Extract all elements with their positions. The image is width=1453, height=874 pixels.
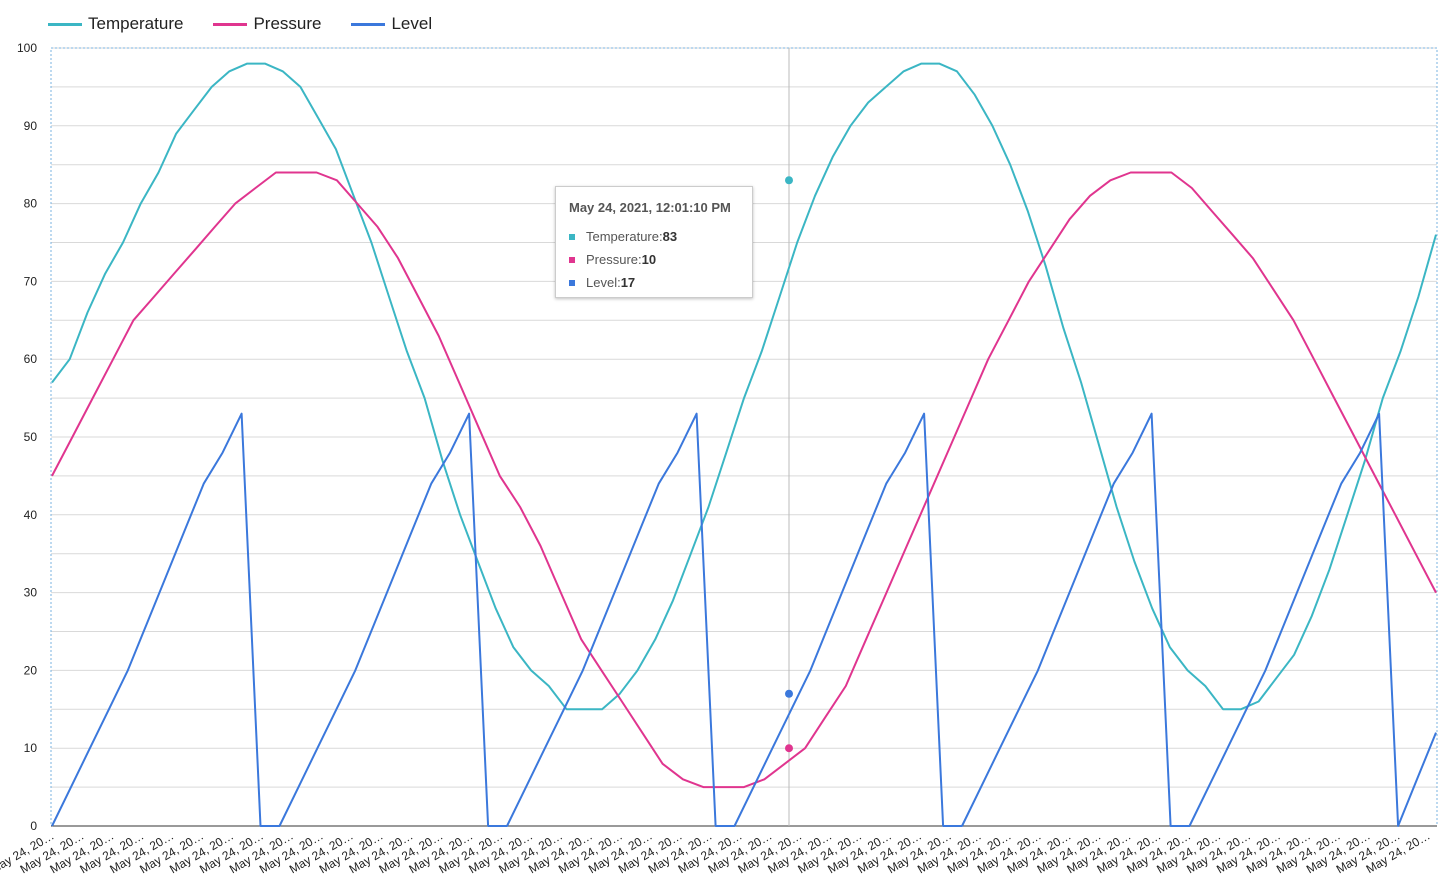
tooltip-row: Temperature: 83 — [569, 229, 752, 244]
legend-swatch — [351, 22, 386, 26]
tooltip-value: 83 — [662, 229, 678, 244]
series-line-pressure — [51, 171, 1437, 789]
tooltip-swatch — [569, 279, 575, 286]
y-tick-label: 100 — [17, 41, 37, 55]
hover-marker — [785, 689, 793, 698]
legend-label: Temperature — [88, 14, 184, 33]
tooltip-value: 10 — [641, 252, 657, 267]
y-tick-label: 50 — [24, 430, 38, 444]
hover-markers — [785, 176, 793, 753]
y-axis: 0 10 20 30 40 50 60 70 80 90 100 — [17, 41, 37, 833]
tooltip: May 24, 2021, 12:01:10 PM Temperature: 8… — [555, 186, 753, 298]
tooltip-rows: Temperature: 83 Pressure: 10 Level: 17 — [569, 229, 752, 290]
series-line-level — [51, 412, 1437, 827]
tooltip-swatch — [569, 256, 575, 263]
series-lines — [51, 62, 1437, 827]
legend-item[interactable]: Temperature — [48, 14, 183, 34]
tooltip-label: Temperature: — [586, 229, 663, 244]
tooltip-value: 17 — [620, 275, 636, 290]
hover-marker — [785, 176, 793, 185]
tooltip-swatch — [569, 233, 575, 240]
hover-marker — [785, 744, 793, 753]
tooltip-label: Pressure: — [586, 252, 642, 267]
legend-label: Level — [391, 14, 433, 33]
legend-label: Pressure — [253, 14, 322, 33]
x-axis: May 24, 20…May 24, 20…May 24, 20…May 24,… — [0, 828, 1433, 874]
y-tick-label: 80 — [24, 197, 38, 211]
y-tick-label: 60 — [24, 352, 38, 366]
y-tick-label: 0 — [30, 819, 37, 833]
y-tick-label: 40 — [24, 508, 38, 522]
tooltip-row: Level: 17 — [569, 275, 752, 290]
y-tick-label: 10 — [24, 741, 38, 755]
y-tick-label: 70 — [24, 274, 38, 288]
legend-item[interactable]: Level — [351, 14, 432, 34]
tooltip-label: Level: — [586, 275, 621, 290]
legend-swatch — [213, 22, 248, 26]
y-tick-label: 90 — [24, 119, 38, 133]
legend: Temperature Pressure Level — [48, 14, 462, 34]
y-tick-label: 20 — [24, 663, 38, 677]
tooltip-title: May 24, 2021, 12:01:10 PM — [569, 200, 731, 215]
y-tick-label: 30 — [24, 586, 38, 600]
series-line-temperature — [51, 62, 1437, 711]
grid-lines — [50, 47, 1438, 827]
legend-item[interactable]: Pressure — [213, 14, 321, 34]
legend-swatch — [48, 22, 82, 26]
tooltip-row: Pressure: 10 — [569, 252, 752, 267]
